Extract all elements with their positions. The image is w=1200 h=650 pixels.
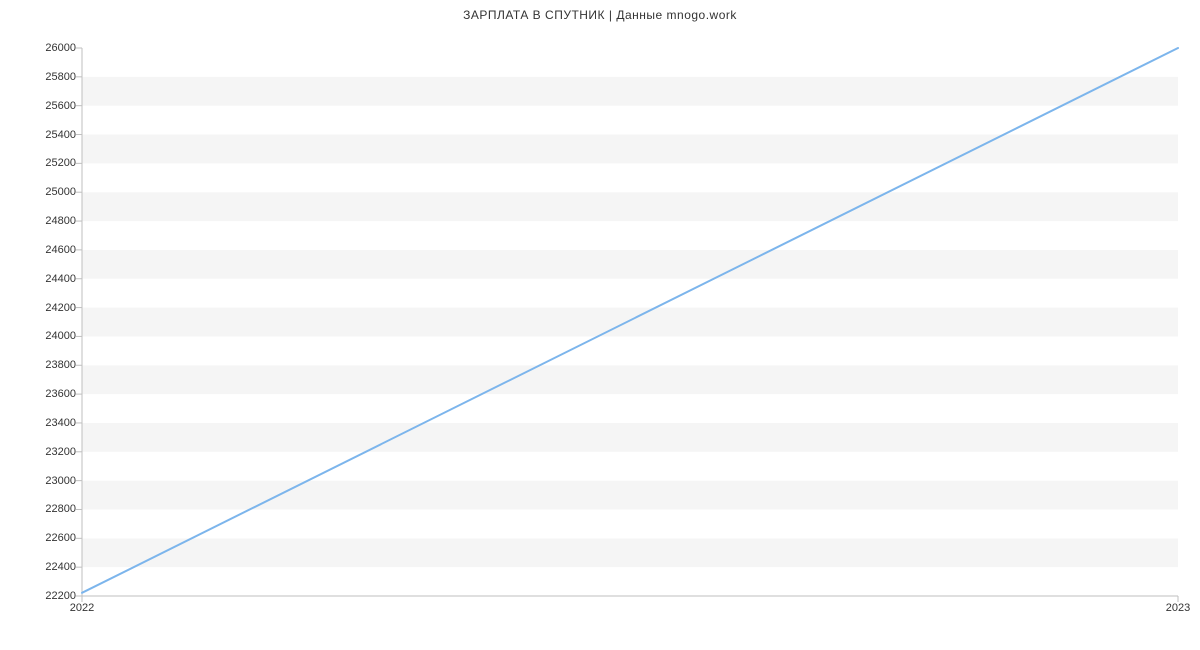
y-tick-label: 23600 bbox=[45, 388, 82, 400]
y-tick-label: 25600 bbox=[45, 100, 82, 112]
chart-title: ЗАРПЛАТА В СПУТНИК | Данные mnogo.work bbox=[0, 8, 1200, 22]
y-tick-label: 23400 bbox=[45, 417, 82, 429]
chart-container: ЗАРПЛАТА В СПУТНИК | Данные mnogo.work 2… bbox=[0, 0, 1200, 650]
y-tick-label: 22800 bbox=[45, 503, 82, 515]
x-tick-label: 2022 bbox=[70, 596, 94, 614]
y-tick-label: 23800 bbox=[45, 359, 82, 371]
x-tick-label: 2023 bbox=[1166, 596, 1190, 614]
y-tick-label: 25000 bbox=[45, 186, 82, 198]
y-tick-label: 22600 bbox=[45, 532, 82, 544]
y-tick-label: 25800 bbox=[45, 71, 82, 83]
y-tick-label: 24600 bbox=[45, 244, 82, 256]
y-tick-label: 23200 bbox=[45, 446, 82, 458]
y-tick-label: 24800 bbox=[45, 215, 82, 227]
y-tick-label: 25400 bbox=[45, 129, 82, 141]
plot-svg bbox=[82, 48, 1178, 596]
plot-area: 2220022400226002280023000232002340023600… bbox=[82, 48, 1178, 596]
y-tick-label: 26000 bbox=[45, 42, 82, 54]
y-tick-label: 24400 bbox=[45, 273, 82, 285]
y-tick-label: 24000 bbox=[45, 330, 82, 342]
y-tick-label: 22400 bbox=[45, 561, 82, 573]
y-tick-label: 24200 bbox=[45, 302, 82, 314]
y-tick-label: 23000 bbox=[45, 475, 82, 487]
y-tick-label: 25200 bbox=[45, 157, 82, 169]
